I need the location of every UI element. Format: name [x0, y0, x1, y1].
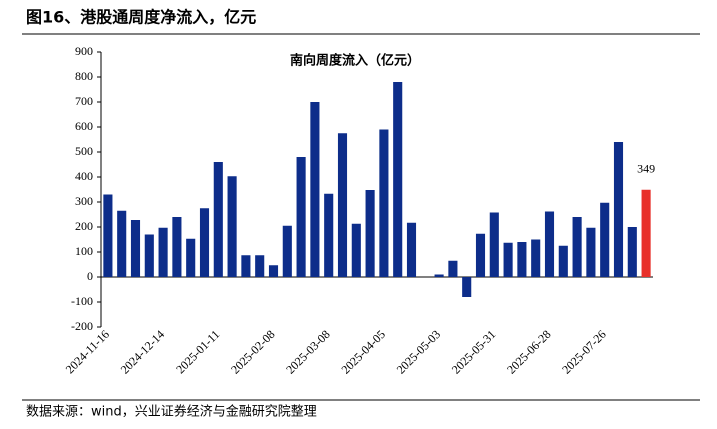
- chart-title: 南向周度流入（亿元）: [290, 53, 420, 69]
- bar: [144, 234, 154, 277]
- y-tick-label: 0: [87, 269, 93, 283]
- y-tick-label: 600: [75, 119, 93, 133]
- bar: [393, 82, 403, 277]
- y-tick-label: 300: [75, 194, 93, 208]
- bar: [558, 245, 568, 277]
- x-tick-label: 2025-05-03: [394, 327, 443, 376]
- bar: [365, 190, 375, 277]
- bar: [627, 227, 637, 277]
- bar: [406, 222, 417, 277]
- bar: [641, 189, 651, 277]
- y-tick-label: 800: [75, 69, 93, 83]
- bar: [117, 210, 127, 277]
- bar: [130, 220, 141, 277]
- bar: [172, 217, 182, 277]
- bar: [434, 274, 444, 277]
- y-tick-label: 900: [75, 44, 93, 58]
- bar: [213, 162, 223, 277]
- bar: [489, 212, 499, 277]
- x-tick-label: 2024-12-14: [118, 327, 167, 376]
- bar: [503, 242, 513, 277]
- bar: [186, 238, 196, 277]
- bar: [544, 211, 555, 277]
- x-tick-label: 2024-11-16: [63, 327, 112, 376]
- y-tick-label: 500: [75, 144, 93, 158]
- bar: [158, 227, 168, 277]
- bar: [310, 102, 320, 277]
- page-title: 图16、港股通周度净流入，亿元: [26, 8, 256, 27]
- bar: [103, 194, 113, 277]
- bar: [199, 208, 210, 277]
- bar: [351, 223, 361, 277]
- bar: [241, 255, 251, 277]
- bar: [337, 133, 348, 277]
- bar: [268, 265, 279, 277]
- bar: [324, 193, 334, 277]
- bar: [282, 225, 292, 277]
- y-tick-label: -200: [71, 319, 93, 333]
- y-tick-label: 200: [75, 219, 93, 233]
- y-tick-label: 400: [75, 169, 93, 183]
- x-tick-label: 2025-04-05: [338, 327, 387, 376]
- x-tick-label: 2025-06-28: [504, 327, 553, 376]
- bar: [448, 260, 458, 277]
- bar: [517, 242, 527, 277]
- bar: [475, 233, 486, 277]
- bar: [572, 217, 582, 277]
- y-tick-label: 700: [75, 94, 93, 108]
- bar: [227, 176, 237, 277]
- data-label: 349: [637, 162, 655, 176]
- x-tick-label: 2025-05-31: [449, 327, 498, 376]
- bar: [379, 129, 389, 277]
- bar: [600, 202, 610, 277]
- y-tick-label: -100: [71, 294, 93, 308]
- x-tick-label: 2025-02-08: [228, 327, 277, 376]
- bar: [531, 239, 541, 277]
- bar: [255, 255, 265, 277]
- x-tick-label: 2025-07-26: [559, 327, 608, 376]
- bar: [586, 227, 596, 277]
- bar: [296, 157, 306, 277]
- bar: [462, 277, 472, 297]
- y-tick-label: 100: [75, 244, 93, 258]
- x-tick-label: 2025-01-11: [173, 327, 222, 376]
- x-tick-label: 2025-03-08: [283, 327, 332, 376]
- bar: [613, 142, 624, 277]
- source-note: 数据来源：wind，兴业证券经济与金融研究院整理: [26, 404, 317, 420]
